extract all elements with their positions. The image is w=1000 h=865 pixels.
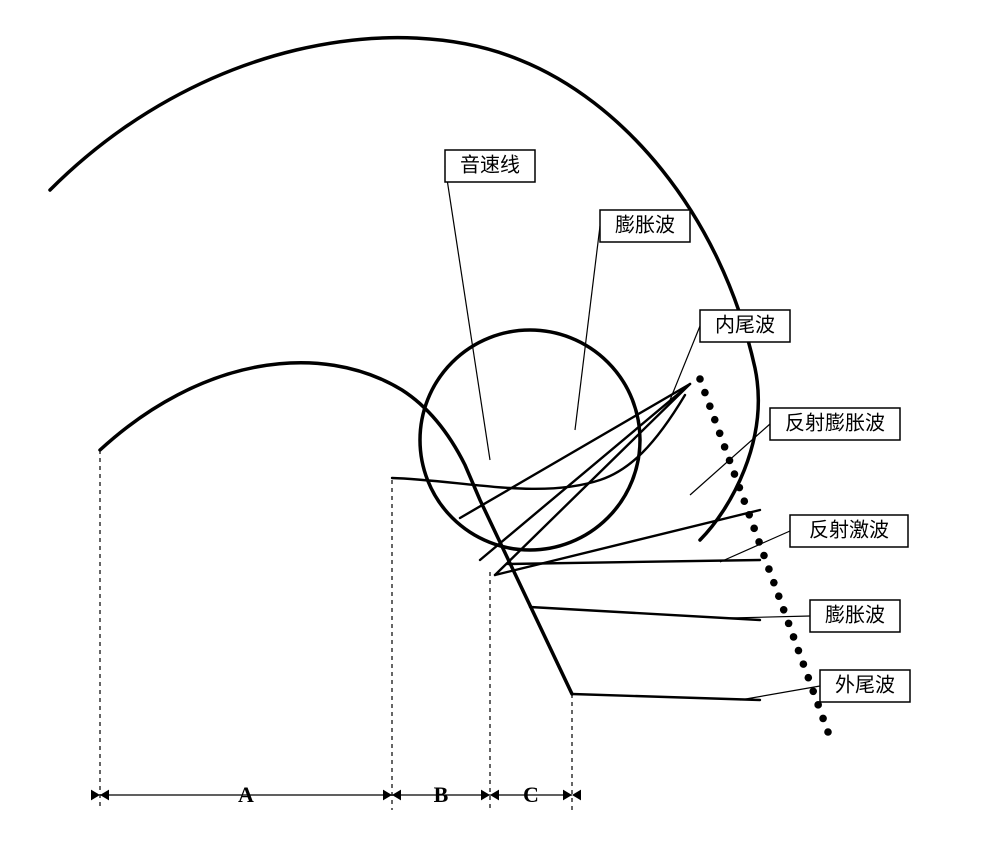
lower-ray <box>572 694 760 700</box>
leader-line <box>740 686 820 700</box>
top-blade-curve <box>50 38 758 540</box>
leader-line <box>730 616 810 618</box>
bottom-blade-curve <box>100 363 572 694</box>
label-text: 反射激波 <box>809 519 889 542</box>
lower-ray <box>530 607 760 620</box>
droplines-group <box>100 450 572 810</box>
label-text: 反射膨胀波 <box>785 412 885 435</box>
label-text: 外尾波 <box>835 674 895 697</box>
label-text: 内尾波 <box>715 314 775 337</box>
leader-line <box>690 424 770 495</box>
leader-line <box>720 531 790 562</box>
leader-line <box>575 226 600 430</box>
lower-rays-group <box>508 560 760 700</box>
label-text: 音速线 <box>460 154 520 177</box>
vee-right <box>495 510 760 575</box>
dimension-bar: A B C <box>91 782 581 807</box>
dim-label: A <box>238 782 254 807</box>
label-text: 膨胀波 <box>615 214 675 237</box>
labels-group: 音速线膨胀波内尾波反射膨胀波反射激波膨胀波外尾波 <box>445 150 910 702</box>
label-text: 膨胀波 <box>825 604 885 627</box>
leader-line <box>445 166 490 460</box>
dim-label: C <box>523 782 539 807</box>
dim-label: B <box>434 782 449 807</box>
